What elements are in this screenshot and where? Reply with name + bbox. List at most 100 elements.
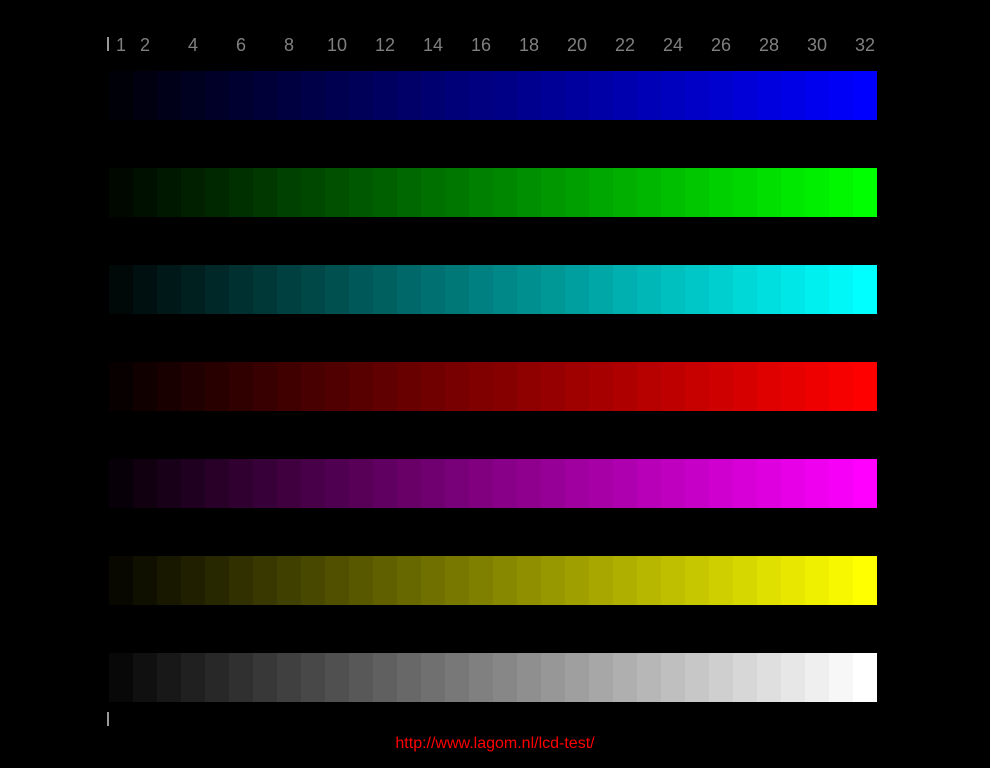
gradient-step	[517, 71, 541, 120]
gradient-step	[637, 265, 661, 314]
gradient-step	[277, 459, 301, 508]
gradient-step	[685, 265, 709, 314]
gradient-step	[541, 265, 565, 314]
gradient-step	[349, 265, 373, 314]
gradient-step	[853, 168, 877, 217]
gradient-step	[637, 653, 661, 702]
gradient-step	[109, 459, 133, 508]
gradient-step	[637, 71, 661, 120]
gradient-step	[709, 71, 733, 120]
gradient-step	[349, 556, 373, 605]
gradient-step	[613, 265, 637, 314]
step-label-12: 12	[375, 35, 395, 56]
gradient-step	[253, 362, 277, 411]
gradient-step	[253, 459, 277, 508]
gradient-step	[397, 71, 421, 120]
gradient-step	[469, 556, 493, 605]
gradient-bars-area	[109, 71, 877, 702]
gradient-step	[493, 71, 517, 120]
gradient-step	[181, 362, 205, 411]
gradient-step	[781, 71, 805, 120]
gradient-step	[229, 459, 253, 508]
gradient-step	[349, 71, 373, 120]
gradient-step	[277, 265, 301, 314]
gradient-step	[421, 71, 445, 120]
gradient-step	[181, 653, 205, 702]
gradient-step	[589, 71, 613, 120]
gradient-step	[685, 556, 709, 605]
gradient-step	[373, 362, 397, 411]
gradient-step	[565, 653, 589, 702]
gradient-step	[133, 265, 157, 314]
gradient-step	[541, 71, 565, 120]
gradient-step	[805, 459, 829, 508]
gradient-step	[589, 168, 613, 217]
gradient-step	[325, 459, 349, 508]
gradient-step	[613, 459, 637, 508]
gradient-step	[829, 653, 853, 702]
gradient-step	[373, 459, 397, 508]
gradient-step	[325, 362, 349, 411]
gradient-step	[181, 459, 205, 508]
gradient-step	[493, 362, 517, 411]
gradient-step	[421, 362, 445, 411]
gradient-step	[637, 556, 661, 605]
gradient-step	[541, 168, 565, 217]
gradient-step	[733, 168, 757, 217]
gradient-step	[589, 265, 613, 314]
gradient-step	[421, 556, 445, 605]
gradient-step	[445, 168, 469, 217]
gradient-step	[469, 168, 493, 217]
gradient-step	[181, 265, 205, 314]
gradient-step	[421, 168, 445, 217]
step-label-6: 6	[236, 35, 246, 56]
gradient-step	[661, 265, 685, 314]
gradient-step	[229, 265, 253, 314]
step-label-26: 26	[711, 35, 731, 56]
gradient-step	[397, 362, 421, 411]
gradient-step	[613, 71, 637, 120]
gradient-step	[709, 362, 733, 411]
gradient-step	[253, 556, 277, 605]
gradient-step	[661, 168, 685, 217]
gradient-step	[829, 168, 853, 217]
gradient-step	[709, 653, 733, 702]
gradient-step	[757, 71, 781, 120]
step-label-30: 30	[807, 35, 827, 56]
gradient-step	[277, 653, 301, 702]
gradient-step	[205, 653, 229, 702]
gradient-step	[373, 265, 397, 314]
gradient-step	[421, 265, 445, 314]
gradient-step	[205, 265, 229, 314]
gradient-step	[157, 556, 181, 605]
step-label-16: 16	[471, 35, 491, 56]
gradient-step	[781, 459, 805, 508]
gradient-step	[469, 362, 493, 411]
gradient-step	[853, 362, 877, 411]
step-label-20: 20	[567, 35, 587, 56]
step-label-24: 24	[663, 35, 683, 56]
gradient-step	[565, 168, 589, 217]
gradient-step	[733, 71, 757, 120]
gradient-step	[301, 556, 325, 605]
gradient-step	[469, 653, 493, 702]
gradient-step	[325, 168, 349, 217]
step-label-18: 18	[519, 35, 539, 56]
gradient-step	[517, 653, 541, 702]
gradient-step	[781, 265, 805, 314]
gradient-step	[541, 362, 565, 411]
gradient-step	[445, 653, 469, 702]
gradient-step	[397, 653, 421, 702]
gradient-step	[445, 362, 469, 411]
gradient-step	[301, 362, 325, 411]
step-label-8: 8	[284, 35, 294, 56]
gradient-step	[205, 71, 229, 120]
gradient-step	[205, 168, 229, 217]
gradient-step	[661, 71, 685, 120]
gradient-step	[157, 71, 181, 120]
gradient-step	[301, 265, 325, 314]
gradient-step	[685, 362, 709, 411]
gradient-step	[181, 71, 205, 120]
step-label-14: 14	[423, 35, 443, 56]
gradient-step	[325, 71, 349, 120]
